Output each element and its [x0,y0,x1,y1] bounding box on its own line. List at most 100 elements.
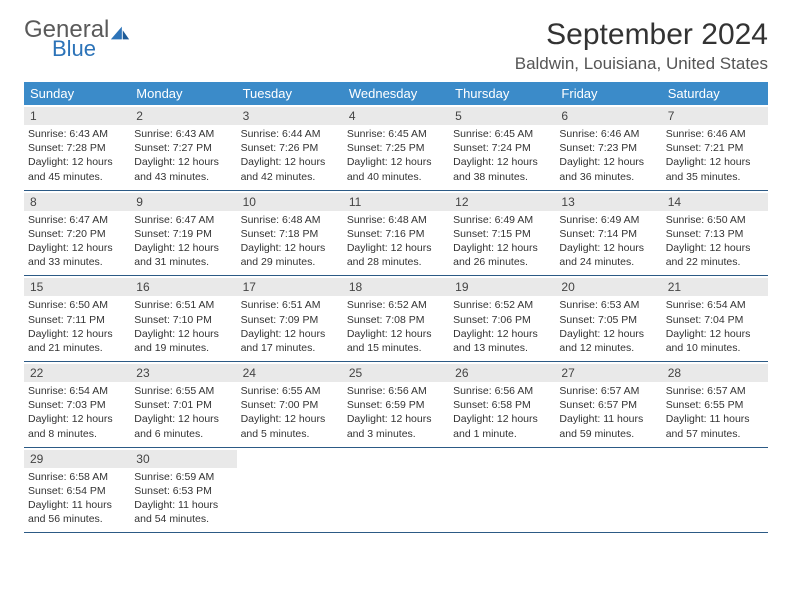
logo-word2: Blue [52,38,131,60]
daylight-line: Daylight: 11 hours [666,412,764,426]
day-number: 22 [24,364,130,382]
day-number: 24 [237,364,343,382]
dayname: Friday [555,82,661,105]
daylight-line: and 19 minutes. [134,341,232,355]
daylight-line: Daylight: 12 hours [453,155,551,169]
sunrise-line: Sunrise: 6:58 AM [28,470,126,484]
logo: General Blue [24,18,131,60]
sunrise-line: Sunrise: 6:49 AM [559,213,657,227]
daylight-line: and 21 minutes. [28,341,126,355]
daylight-line: and 42 minutes. [241,170,339,184]
day-number: 19 [449,278,555,296]
daylight-line: and 17 minutes. [241,341,339,355]
day-number: 13 [555,193,661,211]
daylight-line: Daylight: 12 hours [347,327,445,341]
sunrise-line: Sunrise: 6:57 AM [666,384,764,398]
day-number: 28 [662,364,768,382]
sunrise-line: Sunrise: 6:43 AM [28,127,126,141]
dayname: Sunday [24,82,130,105]
day-number: 12 [449,193,555,211]
sunset-line: Sunset: 7:27 PM [134,141,232,155]
sunset-line: Sunset: 7:03 PM [28,398,126,412]
daylight-line: Daylight: 12 hours [559,241,657,255]
daylight-line: and 40 minutes. [347,170,445,184]
sunrise-line: Sunrise: 6:51 AM [241,298,339,312]
daylight-line: Daylight: 12 hours [134,241,232,255]
daylight-line: Daylight: 12 hours [241,241,339,255]
daylight-line: and 5 minutes. [241,427,339,441]
sunrise-line: Sunrise: 6:50 AM [666,213,764,227]
day-number: 8 [24,193,130,211]
daylight-line: Daylight: 12 hours [28,155,126,169]
day-number: 4 [343,107,449,125]
day-cell [343,448,449,533]
daylight-line: Daylight: 12 hours [347,412,445,426]
sunrise-line: Sunrise: 6:54 AM [28,384,126,398]
daylight-line: Daylight: 12 hours [347,241,445,255]
dayname: Wednesday [343,82,449,105]
sunset-line: Sunset: 7:04 PM [666,313,764,327]
day-cell: 22Sunrise: 6:54 AMSunset: 7:03 PMDayligh… [24,362,130,447]
day-cell: 16Sunrise: 6:51 AMSunset: 7:10 PMDayligh… [130,276,236,361]
sunrise-line: Sunrise: 6:47 AM [28,213,126,227]
day-cell: 14Sunrise: 6:50 AMSunset: 7:13 PMDayligh… [662,191,768,276]
sunrise-line: Sunrise: 6:54 AM [666,298,764,312]
daylight-line: Daylight: 11 hours [134,498,232,512]
daylight-line: and 36 minutes. [559,170,657,184]
day-cell: 4Sunrise: 6:45 AMSunset: 7:25 PMDaylight… [343,105,449,190]
day-cell: 29Sunrise: 6:58 AMSunset: 6:54 PMDayligh… [24,448,130,533]
day-cell: 15Sunrise: 6:50 AMSunset: 7:11 PMDayligh… [24,276,130,361]
day-cell: 7Sunrise: 6:46 AMSunset: 7:21 PMDaylight… [662,105,768,190]
dayname: Thursday [449,82,555,105]
sunset-line: Sunset: 7:00 PM [241,398,339,412]
daylight-line: and 3 minutes. [347,427,445,441]
day-cell [555,448,661,533]
sunrise-line: Sunrise: 6:52 AM [347,298,445,312]
sunrise-line: Sunrise: 6:48 AM [241,213,339,227]
day-number: 18 [343,278,449,296]
daylight-line: and 12 minutes. [559,341,657,355]
day-cell: 18Sunrise: 6:52 AMSunset: 7:08 PMDayligh… [343,276,449,361]
day-number: 9 [130,193,236,211]
daylight-line: and 45 minutes. [28,170,126,184]
daylight-line: and 26 minutes. [453,255,551,269]
daylight-line: and 56 minutes. [28,512,126,526]
day-cell: 19Sunrise: 6:52 AMSunset: 7:06 PMDayligh… [449,276,555,361]
day-number: 20 [555,278,661,296]
week-row: 8Sunrise: 6:47 AMSunset: 7:20 PMDaylight… [24,191,768,277]
day-cell: 27Sunrise: 6:57 AMSunset: 6:57 PMDayligh… [555,362,661,447]
daylight-line: and 33 minutes. [28,255,126,269]
daylight-line: and 59 minutes. [559,427,657,441]
sunset-line: Sunset: 7:25 PM [347,141,445,155]
sunset-line: Sunset: 7:26 PM [241,141,339,155]
daylight-line: Daylight: 12 hours [453,241,551,255]
daylight-line: and 29 minutes. [241,255,339,269]
day-cell: 2Sunrise: 6:43 AMSunset: 7:27 PMDaylight… [130,105,236,190]
daylight-line: and 43 minutes. [134,170,232,184]
daylight-line: and 13 minutes. [453,341,551,355]
daylight-line: and 38 minutes. [453,170,551,184]
sunset-line: Sunset: 7:15 PM [453,227,551,241]
week-row: 29Sunrise: 6:58 AMSunset: 6:54 PMDayligh… [24,448,768,534]
sunset-line: Sunset: 7:14 PM [559,227,657,241]
sunrise-line: Sunrise: 6:55 AM [134,384,232,398]
daylight-line: Daylight: 12 hours [666,241,764,255]
sunrise-line: Sunrise: 6:44 AM [241,127,339,141]
dayname: Monday [130,82,236,105]
sunset-line: Sunset: 7:13 PM [666,227,764,241]
daylight-line: Daylight: 12 hours [134,327,232,341]
day-number: 21 [662,278,768,296]
sunset-line: Sunset: 6:54 PM [28,484,126,498]
daylight-line: and 10 minutes. [666,341,764,355]
day-number: 15 [24,278,130,296]
day-number: 30 [130,450,236,468]
day-cell: 13 Sunrise: 6:49 AMSunset: 7:14 PMDayligh… [555,191,661,276]
daylight-line: Daylight: 12 hours [559,327,657,341]
title-block: September 2024 Baldwin, Louisiana, Unite… [515,18,768,74]
sunset-line: Sunset: 6:55 PM [666,398,764,412]
sunrise-line: Sunrise: 6:45 AM [453,127,551,141]
sunrise-line: Sunrise: 6:52 AM [453,298,551,312]
daylight-line: Daylight: 11 hours [559,412,657,426]
daylight-line: and 6 minutes. [134,427,232,441]
day-cell: 5Sunrise: 6:45 AMSunset: 7:24 PMDaylight… [449,105,555,190]
